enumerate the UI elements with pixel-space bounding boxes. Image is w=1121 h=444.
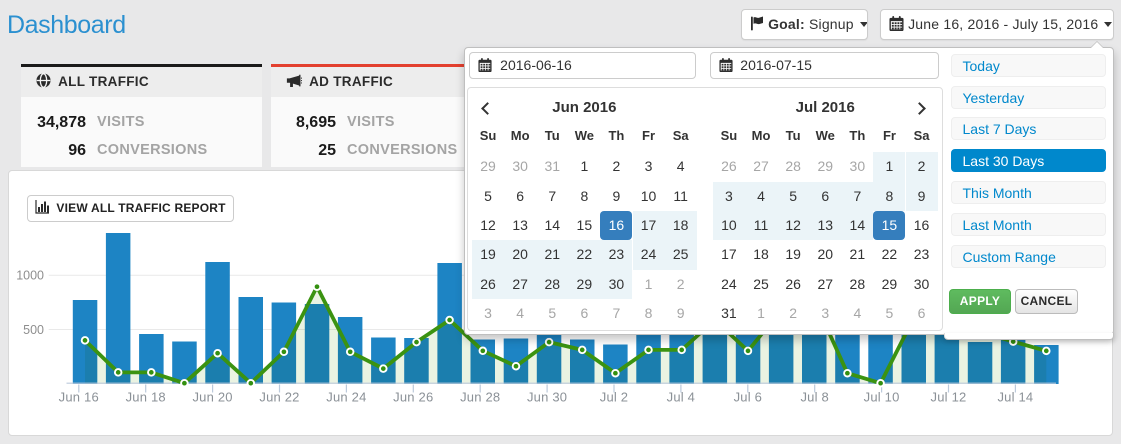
svg-text:Jul 14: Jul 14 [997,390,1033,405]
svg-text:Jun 18: Jun 18 [126,390,166,405]
svg-text:Jun 26: Jun 26 [393,390,433,405]
svg-text:Jun 24: Jun 24 [326,390,366,405]
svg-text:Jun 22: Jun 22 [259,390,299,405]
svg-text:Jun 16: Jun 16 [59,390,99,405]
svg-text:Jul 8: Jul 8 [800,390,828,405]
svg-text:Jul 2: Jul 2 [600,390,628,405]
svg-text:Jun 28: Jun 28 [460,390,500,405]
svg-text:500: 500 [23,323,44,337]
svg-text:Jul 12: Jul 12 [931,390,967,405]
svg-text:Jul 6: Jul 6 [734,390,762,405]
svg-text:Jun 30: Jun 30 [527,390,567,405]
svg-text:Jul 10: Jul 10 [864,390,900,405]
svg-text:Jun 20: Jun 20 [192,390,232,405]
svg-text:Jul 4: Jul 4 [667,390,695,405]
svg-text:1000: 1000 [16,269,44,283]
